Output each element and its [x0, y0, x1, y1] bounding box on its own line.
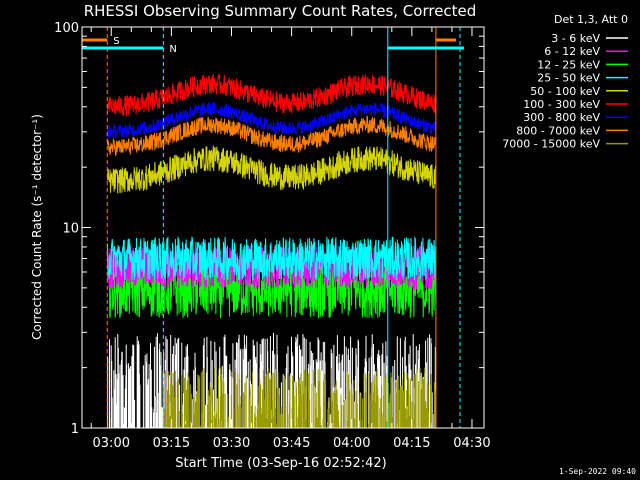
y-tick-label: 10 [62, 222, 79, 237]
legend-label: 50 - 100 keV [530, 85, 600, 98]
legend-label: 25 - 50 keV [537, 72, 600, 85]
legend-label: 7000 - 15000 keV [502, 138, 600, 151]
legend-label: 12 - 25 keV [537, 58, 600, 71]
legend-item-800-7000-keV: 800 - 7000 keV [516, 124, 628, 137]
plot-area: SN [82, 27, 464, 428]
legend-item-7000-15000-keV: 7000 - 15000 keV [502, 138, 628, 151]
x-tick-label: 04:30 [453, 436, 490, 451]
legend-item-100-300-keV: 100 - 300 keV [523, 98, 628, 111]
x-tick-label: 04:00 [333, 436, 370, 451]
legend-label: 100 - 300 keV [523, 98, 600, 111]
x-tick-label: 03:45 [273, 436, 310, 451]
series-300-800-keV-trace [106, 101, 437, 139]
legend-item-12-25-keV: 12 - 25 keV [537, 58, 628, 71]
legend-label: 6 - 12 keV [544, 45, 600, 58]
legend-item-25-50-keV: 25 - 50 keV [537, 72, 628, 85]
flag-N-label: N [169, 44, 176, 55]
x-tick-label: 04:15 [393, 436, 430, 451]
series-800-7000-keV-trace [106, 115, 437, 156]
x-tick-label: 03:15 [153, 436, 190, 451]
flag-S-label: S [113, 36, 119, 47]
y-tick-label: 1 [71, 422, 79, 437]
x-tick-label: 03:30 [213, 436, 250, 451]
legend-title: Det 1,3, Att 0 [554, 13, 628, 26]
y-tick-label: 100 [54, 21, 79, 36]
legend-item-50-100-keV: 50 - 100 keV [530, 85, 628, 98]
legend-item-3-6-keV: 3 - 6 keV [551, 32, 628, 45]
series-25-50-keV-trace [106, 236, 437, 281]
x-axis-label: Start Time (03-Sep-16 02:52:42) [175, 456, 386, 471]
series-50-100-keV-trace [106, 145, 437, 194]
plot-border [81, 26, 485, 429]
x-tick-label: 03:00 [93, 436, 130, 451]
plot-frame: 1 10 100 03:00 03:15 03:30 03:45 04:00 04:15 04:3… [54, 21, 491, 451]
legend-label: 3 - 6 keV [551, 32, 600, 45]
legend-label: 800 - 7000 keV [516, 124, 600, 137]
y-axis-label: Corrected Count Rate (s⁻¹ detector⁻¹) [30, 114, 44, 340]
legend-item-300-800-keV: 300 - 800 keV [523, 111, 628, 124]
series-100-300-keV-trace [106, 73, 437, 117]
chart-title: RHESSI Observing Summary Count Rates, Co… [84, 2, 477, 20]
legend-label: 300 - 800 keV [523, 111, 600, 124]
footer-date: 1-Sep-2022 09:40 [559, 467, 636, 476]
legend-item-6-12-keV: 6 - 12 keV [544, 45, 628, 58]
